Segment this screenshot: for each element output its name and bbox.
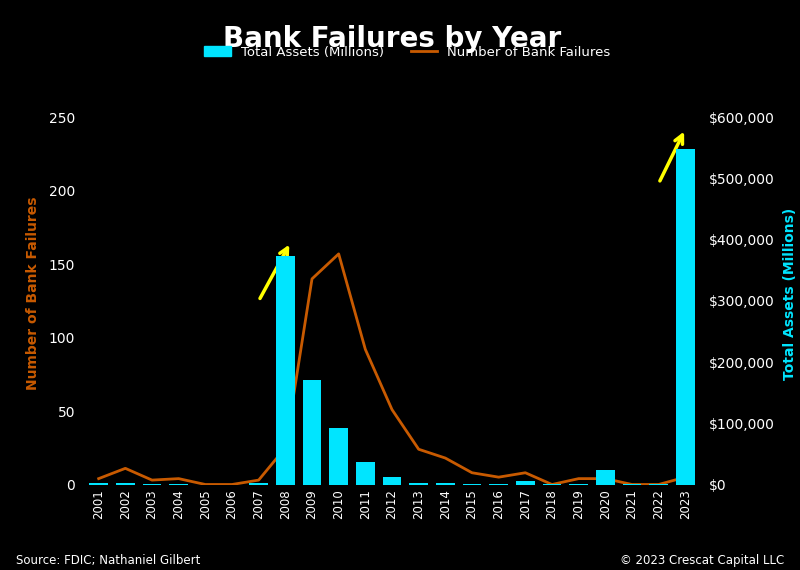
Title: Bank Failures by Year: Bank Failures by Year [223,25,561,53]
Bar [116,483,134,484]
Bar [436,483,454,484]
Y-axis label: Total Assets (Millions): Total Assets (Millions) [783,207,797,380]
Bar [330,428,348,484]
Bar [676,149,694,484]
Bar [250,483,268,484]
Bar [382,477,402,484]
Legend: Total Assets (Millions), Number of Bank Failures: Total Assets (Millions), Number of Bank … [199,40,616,64]
Bar [410,483,428,484]
Text: © 2023 Crescat Capital LLC: © 2023 Crescat Capital LLC [620,554,784,567]
Bar [356,462,374,484]
Bar [516,481,534,484]
Y-axis label: Number of Bank Failures: Number of Bank Failures [26,197,41,390]
Bar [276,256,294,484]
Bar [596,470,614,484]
Bar [302,380,322,484]
Text: Source: FDIC; Nathaniel Gilbert: Source: FDIC; Nathaniel Gilbert [16,554,200,567]
Bar [90,483,108,484]
